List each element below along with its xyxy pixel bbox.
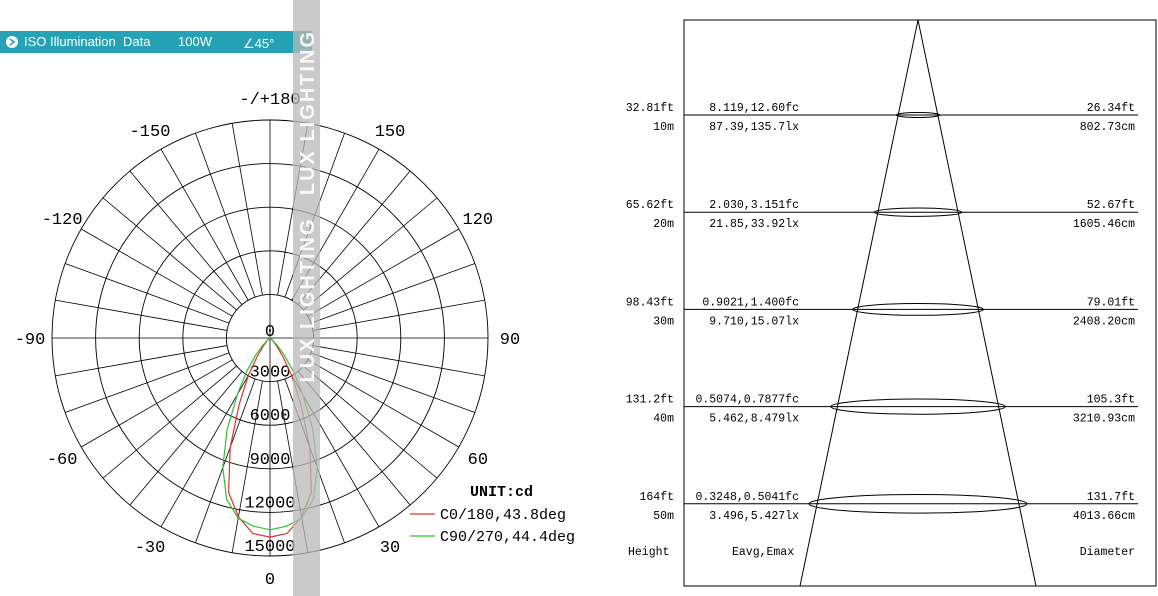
- header-title: ISO Illumination Data: [24, 34, 151, 49]
- ring: [95, 163, 445, 513]
- header-icon-arrow: [9, 38, 16, 46]
- ring: [182, 250, 358, 426]
- beam-spot: [895, 112, 941, 118]
- beam-spot: [873, 207, 963, 217]
- cone-text: 20m: [653, 218, 674, 231]
- cone-text: 3.496,5.427lx: [709, 510, 799, 523]
- cone-frame: [683, 19, 1157, 587]
- cone-text: 131.7ft: [1087, 491, 1135, 504]
- unit-label: UNIT:cd: [470, 484, 533, 501]
- cone-text: 30m: [653, 315, 674, 328]
- cone-text: 8.119,12.60fc: [709, 102, 799, 115]
- watermark: LUX LIGHTING: [297, 217, 319, 382]
- cone-text: 3210.93cm: [1073, 413, 1135, 426]
- cone-text: 0.9021,1.400fc: [702, 296, 799, 309]
- cone-edge: [799, 19, 919, 587]
- header-icon: [6, 36, 18, 48]
- ring: [138, 206, 402, 470]
- legend-label: C0/180,43.8deg: [440, 507, 566, 524]
- cone-text: 50m: [653, 510, 674, 523]
- cone-text: 10m: [653, 121, 674, 134]
- series-line: [227, 337, 313, 538]
- header-power: 100W: [178, 34, 213, 49]
- theta-tick-label: -120: [42, 211, 83, 230]
- theta-tick-label: 60: [468, 451, 488, 470]
- cone-text: 105.3ft: [1087, 394, 1135, 407]
- cone-text: 0.3248,0.5041fc: [695, 491, 799, 504]
- cone-text: Diameter: [1080, 546, 1135, 559]
- cone-text: Eavg,Emax: [732, 546, 794, 559]
- r-tick-label: 3000: [250, 364, 291, 383]
- cone-text: 98.43ft: [626, 296, 674, 309]
- cone-text: 4013.66cm: [1073, 510, 1135, 523]
- cone-text: 65.62ft: [626, 199, 674, 212]
- theta-tick-label: -150: [130, 123, 171, 142]
- cone-text: 1605.46cm: [1073, 218, 1135, 231]
- header-bar: [0, 31, 312, 53]
- cone-text: 2408.20cm: [1073, 315, 1135, 328]
- cone-text: 2.030,3.151fc: [709, 199, 799, 212]
- cone-text: 52.67ft: [1087, 199, 1135, 212]
- cone-edge: [917, 19, 1037, 587]
- cone-text: 9.710,15.07lx: [709, 315, 799, 328]
- ring: [51, 119, 489, 557]
- cone-text: 0.5074,0.7877fc: [695, 394, 799, 407]
- theta-tick-label: -60: [47, 451, 78, 470]
- cone-text: 40m: [653, 413, 674, 426]
- theta-tick-label: -/+180: [239, 91, 300, 110]
- cone-text: 79.01ft: [1087, 296, 1135, 309]
- theta-tick-label: 30: [380, 539, 400, 558]
- theta-tick-label: -90: [15, 331, 46, 350]
- theta-tick-label: 120: [463, 211, 494, 230]
- beam-spot: [852, 303, 984, 316]
- theta-tick-label: -30: [135, 539, 166, 558]
- series-line: [222, 337, 318, 531]
- r-tick-label: 12000: [244, 494, 295, 513]
- theta-tick-label: 90: [500, 331, 520, 350]
- theta-tick-label: 150: [375, 123, 406, 142]
- beam-spot: [808, 494, 1028, 514]
- cone-text: 87.39,135.7lx: [709, 121, 799, 134]
- cone-text: 21.85,33.92lx: [709, 218, 799, 231]
- watermark: LUX LIGHTING: [297, 30, 319, 195]
- cone-text: 131.2ft: [626, 394, 674, 407]
- cone-text: 5.462,8.479lx: [709, 413, 799, 426]
- r-tick-label: 6000: [250, 407, 291, 426]
- watermark-band: [293, 0, 320, 596]
- beam-spot: [830, 398, 1006, 415]
- cone-text: Height: [628, 546, 669, 559]
- cone-diagram: 32.81ft 10m 8.119,12.60fc 87.39,135.7lx 26.3…: [626, 19, 1157, 587]
- header-angle: ∠45°: [243, 36, 274, 51]
- r-tick-label: 15000: [244, 538, 295, 557]
- theta-tick-label: 0: [265, 571, 275, 590]
- polar-chart: 0 3000 6000 9000 12000 15000 0 30 60 90 120 150 -/+1…: [15, 91, 575, 590]
- cone-text: 26.34ft: [1087, 102, 1135, 115]
- cone-text: 164ft: [639, 491, 674, 504]
- r-tick-label: 9000: [250, 451, 291, 470]
- cone-text: 802.73cm: [1080, 121, 1135, 134]
- cone-text: 32.81ft: [626, 102, 674, 115]
- legend-label: C90/270,44.4deg: [440, 529, 575, 546]
- r-tick-label: 0: [265, 323, 275, 342]
